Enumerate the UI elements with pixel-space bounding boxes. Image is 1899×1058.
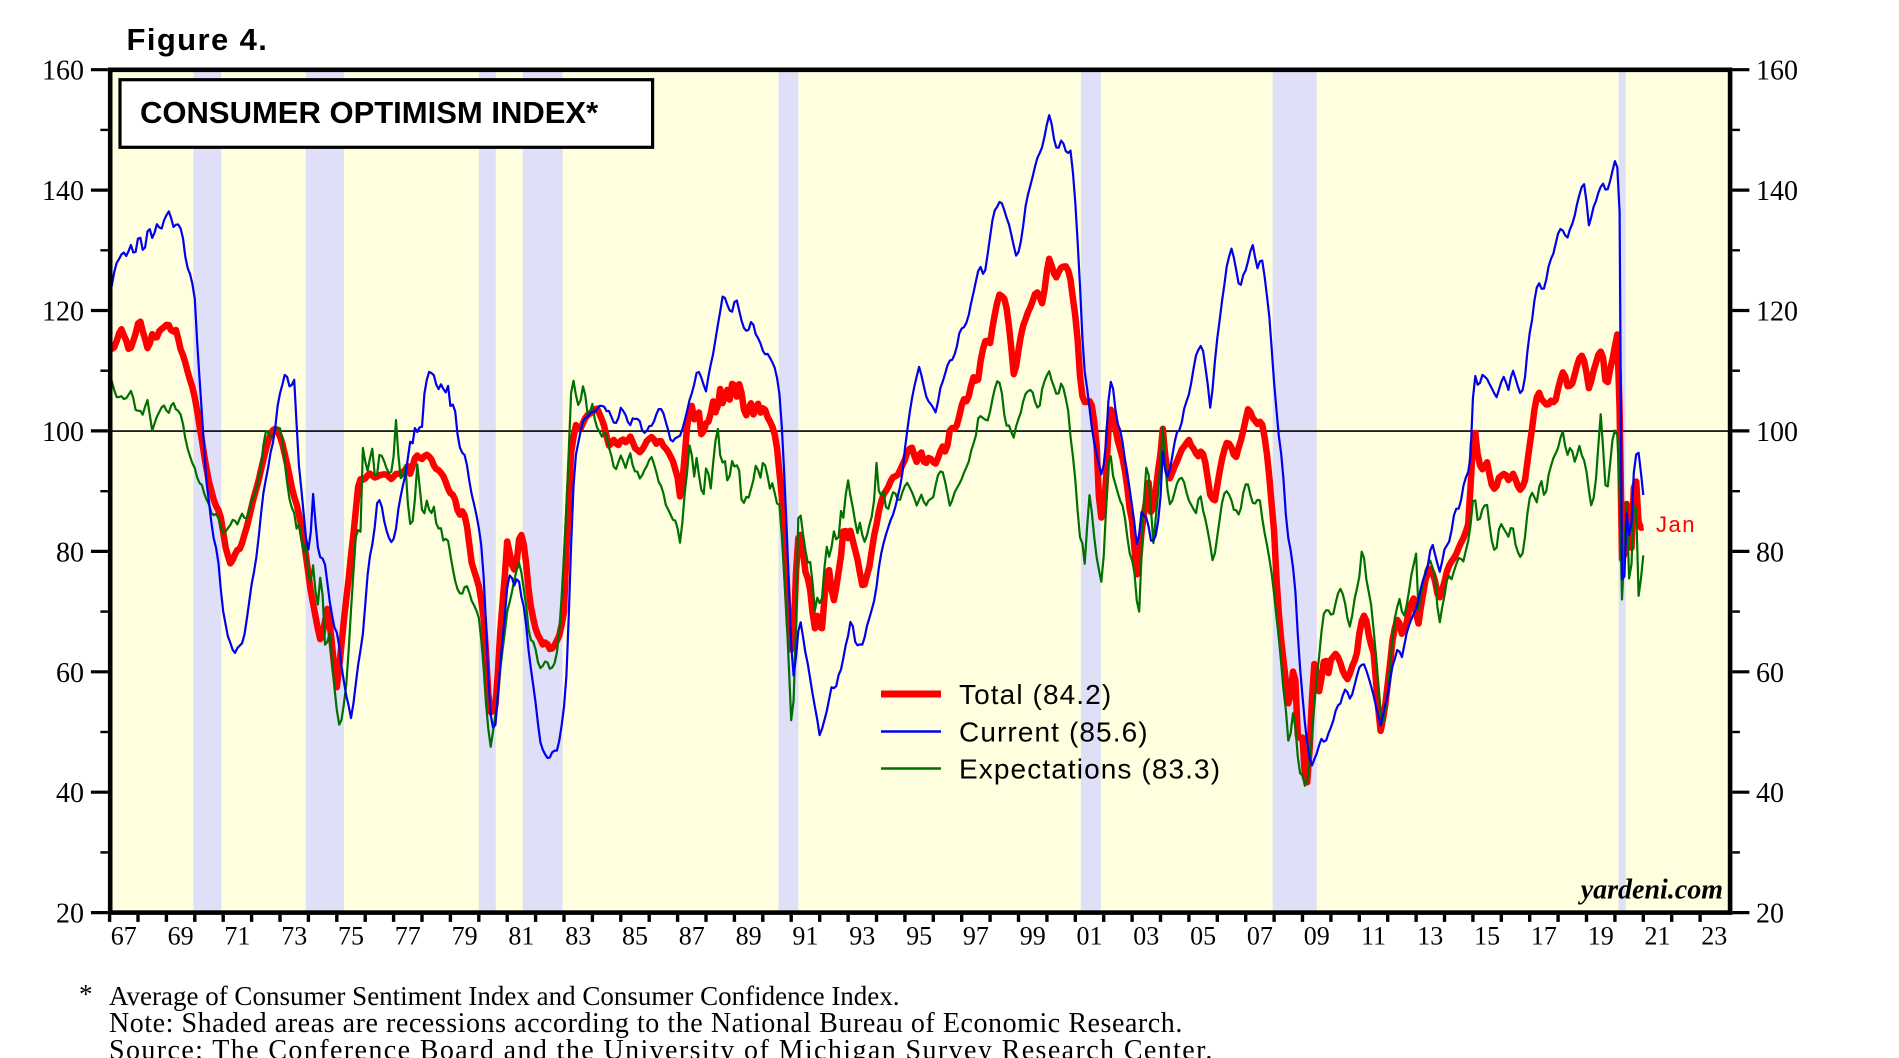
svg-text:Total (84.2): Total (84.2) <box>959 679 1112 710</box>
svg-text:93: 93 <box>849 922 875 951</box>
svg-text:83: 83 <box>565 922 591 951</box>
svg-text:140: 140 <box>1756 176 1798 207</box>
svg-text:*: * <box>79 979 93 1009</box>
svg-text:100: 100 <box>1756 417 1798 448</box>
svg-text:60: 60 <box>1756 658 1784 689</box>
svg-text:140: 140 <box>42 176 84 207</box>
svg-text:20: 20 <box>1756 899 1784 930</box>
svg-text:100: 100 <box>42 417 84 448</box>
svg-text:19: 19 <box>1588 922 1614 951</box>
svg-text:07: 07 <box>1247 922 1273 951</box>
svg-text:13: 13 <box>1417 922 1443 951</box>
svg-text:89: 89 <box>736 922 762 951</box>
svg-text:40: 40 <box>1756 778 1784 809</box>
svg-text:11: 11 <box>1361 922 1386 951</box>
svg-text:Source: The Conference Board a: Source: The Conference Board and the Uni… <box>109 1035 1214 1058</box>
svg-text:85: 85 <box>622 922 648 951</box>
svg-text:91: 91 <box>792 922 818 951</box>
svg-text:Figure 4.: Figure 4. <box>127 22 269 57</box>
svg-text:120: 120 <box>42 297 84 328</box>
svg-text:05: 05 <box>1190 922 1216 951</box>
svg-text:71: 71 <box>224 922 250 951</box>
svg-text:69: 69 <box>168 922 194 951</box>
svg-text:40: 40 <box>56 778 84 809</box>
svg-text:97: 97 <box>963 922 989 951</box>
svg-text:80: 80 <box>1756 537 1784 568</box>
svg-text:15: 15 <box>1474 922 1500 951</box>
svg-text:80: 80 <box>56 537 84 568</box>
svg-text:81: 81 <box>508 922 534 951</box>
svg-text:01: 01 <box>1077 922 1103 951</box>
svg-text:20: 20 <box>56 899 84 930</box>
svg-text:160: 160 <box>42 56 84 87</box>
svg-text:79: 79 <box>452 922 478 951</box>
svg-text:99: 99 <box>1020 922 1046 951</box>
svg-text:67: 67 <box>111 922 137 951</box>
svg-text:120: 120 <box>1756 297 1798 328</box>
svg-text:03: 03 <box>1133 922 1159 951</box>
svg-text:Note: Shaded areas are recessi: Note: Shaded areas are recessions accord… <box>109 1008 1183 1039</box>
svg-text:95: 95 <box>906 922 932 951</box>
svg-text:77: 77 <box>395 922 421 951</box>
svg-text:21: 21 <box>1645 922 1671 951</box>
svg-text:73: 73 <box>281 922 307 951</box>
svg-text:Average of Consumer Sentiment: Average of Consumer Sentiment Index and … <box>109 981 900 1011</box>
svg-text:Jan: Jan <box>1656 512 1696 537</box>
svg-text:60: 60 <box>56 658 84 689</box>
svg-text:75: 75 <box>338 922 364 951</box>
svg-text:17: 17 <box>1531 922 1557 951</box>
svg-text:Current (85.6): Current (85.6) <box>959 717 1149 748</box>
svg-text:23: 23 <box>1701 922 1727 951</box>
svg-text:160: 160 <box>1756 56 1798 87</box>
svg-text:87: 87 <box>679 922 705 951</box>
svg-text:09: 09 <box>1304 922 1330 951</box>
svg-text:CONSUMER OPTIMISM INDEX*: CONSUMER OPTIMISM INDEX* <box>140 95 599 130</box>
svg-text:Expectations (83.3): Expectations (83.3) <box>959 754 1221 785</box>
svg-text:yardeni.com: yardeni.com <box>1578 875 1723 906</box>
